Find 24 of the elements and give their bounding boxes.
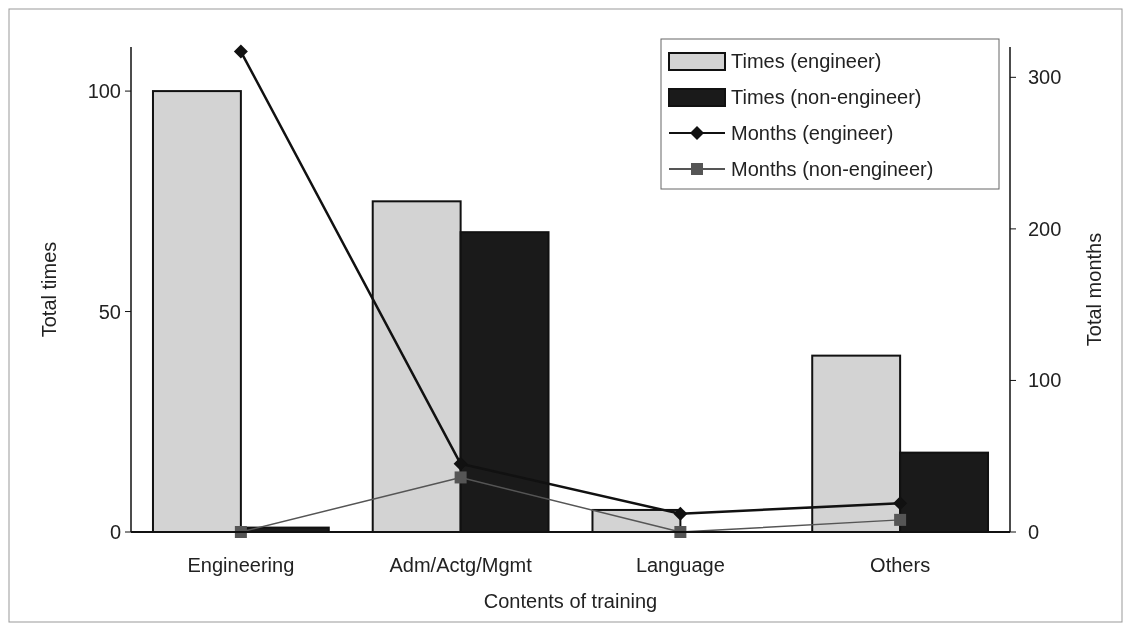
y2-axis-title: Total months [1083,232,1105,347]
y-tick-label: 100 [87,80,121,103]
point [894,513,907,526]
point [893,496,908,511]
x-tick-label: Engineering [187,554,295,576]
x-tick-label: Others [870,554,931,576]
y2-tick-label: 100 [1028,369,1062,392]
y2-tick-label: 200 [1028,217,1062,240]
x-tick-label: Language [635,554,725,576]
point [233,44,248,59]
legend-label: Times (non-engineer) [731,86,922,108]
legend-label: Months (engineer) [731,122,894,144]
y-axis-title: Total times [38,241,60,338]
point [453,456,468,471]
y2-tick-label: 300 [1028,66,1062,89]
x-axis-title: Contents of training [483,590,658,612]
y-tick-label: 0 [109,521,121,543]
legend-label: Months (non-engineer) [731,158,934,180]
x-tick-label: Adm/Actg/Mgmt [389,554,533,576]
point [673,506,688,521]
point [454,471,467,484]
legend-label: Times (engineer) [731,50,882,72]
y-tick-label: 50 [98,300,121,323]
y2-tick-label: 0 [1028,521,1040,543]
